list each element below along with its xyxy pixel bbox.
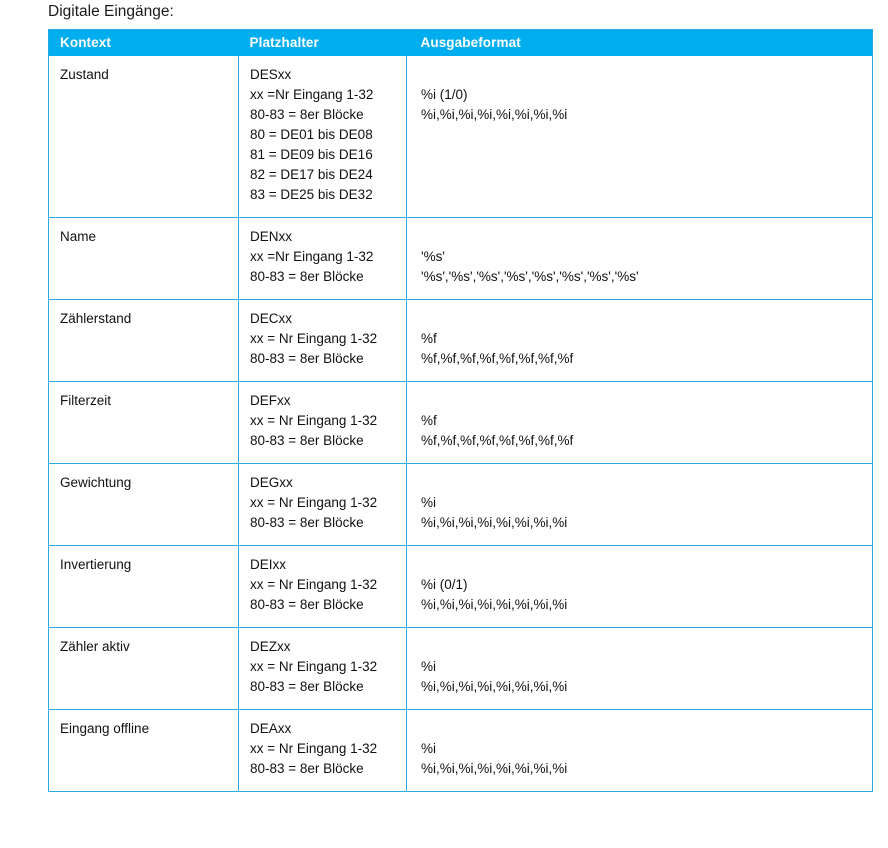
platzhalter-line: 80 = DE01 bis DE08 bbox=[250, 127, 373, 142]
ausgabeformat-line: %i (1/0) bbox=[421, 87, 468, 102]
table-header-row: Kontext Platzhalter Ausgabeformat bbox=[48, 29, 873, 56]
ausgabeformat-line: %i,%i,%i,%i,%i,%i,%i,%i bbox=[421, 679, 568, 694]
cell-platzhalter: DEZxx xx = Nr Eingang 1-32 80-83 = 8er Blö… bbox=[238, 627, 407, 710]
cell-kontext: Name bbox=[48, 217, 239, 300]
platzhalter-line: xx = Nr Eingang 1-32 bbox=[250, 413, 378, 428]
ausgabeformat-line: '%s','%s','%s','%s','%s','%s','%s','%s' bbox=[421, 269, 639, 284]
platzhalter-line: 80-83 = 8er Blöcke bbox=[250, 597, 364, 612]
ausgabeformat-line: %f,%f,%f,%f,%f,%f,%f,%f bbox=[421, 433, 574, 448]
ausgabeformat-line: %i bbox=[421, 741, 437, 756]
platzhalter-line: 80-83 = 8er Blöcke bbox=[250, 351, 364, 366]
cell-kontext: Zähler aktiv bbox=[48, 627, 239, 710]
ausgabeformat-line: %i bbox=[421, 495, 437, 510]
table-row: Zähler aktiv DEZxx xx = Nr Eingang 1-32 80-… bbox=[48, 627, 873, 710]
platzhalter-line: 80-83 = 8er Blöcke bbox=[250, 269, 364, 284]
platzhalter-line: xx = Nr Eingang 1-32 bbox=[250, 331, 378, 346]
table-row: Name DENxx xx =Nr Eingang 1-32 80-83 = 8er … bbox=[48, 217, 873, 300]
platzhalter-line: xx =Nr Eingang 1-32 bbox=[250, 87, 374, 102]
ausgabeformat-line: %i (0/1) bbox=[421, 577, 468, 592]
cell-platzhalter: DEFxx xx = Nr Eingang 1-32 80-83 = 8er Blö… bbox=[238, 381, 407, 464]
cell-kontext: Invertierung bbox=[48, 545, 239, 628]
kontext-text: Invertierung bbox=[60, 557, 132, 572]
placeholder-table: Kontext Platzhalter Ausgabeformat Zustan… bbox=[48, 29, 873, 792]
kontext-text: Filterzeit bbox=[60, 393, 112, 408]
platzhalter-line: 83 = DE25 bis DE32 bbox=[250, 187, 373, 202]
platzhalter-line: xx = Nr Eingang 1-32 bbox=[250, 659, 378, 674]
platzhalter-line: DEIxx bbox=[250, 557, 287, 572]
cell-platzhalter: DENxx xx =Nr Eingang 1-32 80-83 = 8er Blöc… bbox=[238, 217, 407, 300]
column-header-platzhalter: Platzhalter bbox=[238, 29, 407, 56]
cell-platzhalter: DEIxx xx = Nr Eingang 1-32 80-83 = 8er Blö… bbox=[238, 545, 407, 628]
kontext-text: Eingang offline bbox=[60, 721, 150, 736]
table-row: Invertierung DEIxx xx = Nr Eingang 1-32 80-… bbox=[48, 545, 873, 628]
ausgabeformat-line: %f bbox=[421, 331, 437, 346]
ausgabeformat-line: %f bbox=[421, 413, 437, 428]
cell-kontext: Zustand bbox=[48, 56, 239, 218]
table-body: Zustand DESxx xx =Nr Eingang 1-32 80-83 = 8… bbox=[48, 56, 873, 792]
cell-kontext: Gewichtung bbox=[48, 463, 239, 546]
table-row: Gewichtung DEGxx xx = Nr Eingang 1-32 80-83… bbox=[48, 463, 873, 546]
ausgabeformat-line: %i bbox=[421, 659, 437, 674]
cell-ausgabeformat: %i (1/0) %i,%i,%i,%i,%i,%i,%i,%i bbox=[406, 56, 873, 218]
kontext-text: Zähler aktiv bbox=[60, 639, 130, 654]
platzhalter-line: 80-83 = 8er Blöcke bbox=[250, 761, 364, 776]
cell-ausgabeformat: %f %f,%f,%f,%f,%f,%f,%f,%f bbox=[406, 381, 873, 464]
platzhalter-line: 81 = DE09 bis DE16 bbox=[250, 147, 373, 162]
table-row: Zustand DESxx xx =Nr Eingang 1-32 80-83 = 8… bbox=[48, 56, 873, 218]
platzhalter-line: DECxx bbox=[250, 311, 293, 326]
ausgabeformat-line: %i,%i,%i,%i,%i,%i,%i,%i bbox=[421, 761, 568, 776]
cell-kontext: Filterzeit bbox=[48, 381, 239, 464]
platzhalter-line: 80-83 = 8er Blöcke bbox=[250, 433, 364, 448]
platzhalter-line: xx =Nr Eingang 1-32 bbox=[250, 249, 374, 264]
platzhalter-line: 80-83 = 8er Blöcke bbox=[250, 515, 364, 530]
cell-kontext: Eingang offline bbox=[48, 709, 239, 792]
platzhalter-line: DEGxx bbox=[250, 475, 293, 490]
ausgabeformat-line: '%s' bbox=[421, 249, 445, 264]
cell-ausgabeformat: %i %i,%i,%i,%i,%i,%i,%i,%i bbox=[406, 463, 873, 546]
column-header-kontext: Kontext bbox=[48, 29, 239, 56]
page-title: Digitale Eingänge: bbox=[48, 3, 174, 20]
cell-platzhalter: DESxx xx =Nr Eingang 1-32 80-83 = 8er Blöc… bbox=[238, 56, 407, 218]
platzhalter-line: xx = Nr Eingang 1-32 bbox=[250, 741, 378, 756]
cell-platzhalter: DECxx xx = Nr Eingang 1-32 80-83 = 8er Blö… bbox=[238, 299, 407, 382]
ausgabeformat-line: %i,%i,%i,%i,%i,%i,%i,%i bbox=[421, 515, 568, 530]
column-header-ausgabeformat: Ausgabeformat bbox=[406, 29, 873, 56]
table-header: Kontext Platzhalter Ausgabeformat bbox=[48, 29, 873, 56]
ausgabeformat-line: %f,%f,%f,%f,%f,%f,%f,%f bbox=[421, 351, 574, 366]
platzhalter-line: DENxx bbox=[250, 229, 293, 244]
cell-ausgabeformat: %i %i,%i,%i,%i,%i,%i,%i,%i bbox=[406, 627, 873, 710]
platzhalter-line: DEAxx bbox=[250, 721, 292, 736]
kontext-text: Name bbox=[60, 229, 97, 244]
platzhalter-line: DESxx bbox=[250, 67, 292, 82]
platzhalter-line: DEFxx bbox=[250, 393, 291, 408]
platzhalter-line: 80-83 = 8er Blöcke bbox=[250, 107, 364, 122]
cell-ausgabeformat: %i (0/1) %i,%i,%i,%i,%i,%i,%i,%i bbox=[406, 545, 873, 628]
cell-platzhalter: DEAxx xx = Nr Eingang 1-32 80-83 = 8er Blö… bbox=[238, 709, 407, 792]
cell-kontext: Zählerstand bbox=[48, 299, 239, 382]
kontext-text: Gewichtung bbox=[60, 475, 132, 490]
cell-ausgabeformat: '%s' '%s','%s','%s','%s','%s','%s','%s','… bbox=[406, 217, 873, 300]
platzhalter-line: xx = Nr Eingang 1-32 bbox=[250, 495, 378, 510]
platzhalter-line: xx = Nr Eingang 1-32 bbox=[250, 577, 378, 592]
platzhalter-line: DEZxx bbox=[250, 639, 291, 654]
table-row: Zählerstand DECxx xx = Nr Eingang 1-32 80-8… bbox=[48, 299, 873, 382]
cell-ausgabeformat: %i %i,%i,%i,%i,%i,%i,%i,%i bbox=[406, 709, 873, 792]
table-row: Eingang offline DEAxx xx = Nr Eingang 1-32… bbox=[48, 709, 873, 792]
kontext-text: Zählerstand bbox=[60, 311, 132, 326]
kontext-text: Zustand bbox=[60, 67, 109, 82]
platzhalter-line: 82 = DE17 bis DE24 bbox=[250, 167, 373, 182]
cell-ausgabeformat: %f %f,%f,%f,%f,%f,%f,%f,%f bbox=[406, 299, 873, 382]
table-row: Filterzeit DEFxx xx = Nr Eingang 1-32 80-83… bbox=[48, 381, 873, 464]
ausgabeformat-line: %i,%i,%i,%i,%i,%i,%i,%i bbox=[421, 597, 568, 612]
ausgabeformat-line: %i,%i,%i,%i,%i,%i,%i,%i bbox=[421, 107, 568, 122]
cell-platzhalter: DEGxx xx = Nr Eingang 1-32 80-83 = 8er Blö… bbox=[238, 463, 407, 546]
platzhalter-line: 80-83 = 8er Blöcke bbox=[250, 679, 364, 694]
